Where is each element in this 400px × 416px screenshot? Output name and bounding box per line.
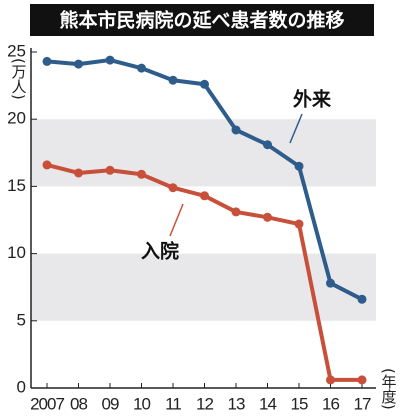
data-point — [42, 56, 52, 66]
y-tick-label: 10 — [7, 243, 26, 262]
data-point — [294, 219, 304, 229]
data-point — [200, 191, 209, 201]
data-point — [74, 168, 83, 178]
data-point — [137, 169, 146, 179]
data-point — [263, 212, 272, 222]
data-point — [357, 375, 367, 385]
data-point — [231, 207, 241, 217]
label-leader — [169, 203, 184, 237]
data-point — [105, 165, 115, 175]
x-tick-label: 2007 — [30, 394, 64, 413]
data-point — [357, 294, 367, 304]
y-tick-label: 0 — [17, 377, 26, 396]
x-tick-label: 11 — [165, 394, 181, 413]
data-point — [326, 278, 335, 288]
x-tick-label: 08 — [70, 394, 87, 413]
y-unit-label: (万人) — [10, 58, 28, 100]
y-tick-label: 5 — [17, 310, 26, 329]
shaded-band — [31, 253, 376, 321]
label-leader — [289, 113, 303, 144]
series-label: 入院 — [141, 240, 179, 263]
data-point — [200, 79, 209, 89]
data-point — [42, 160, 52, 170]
x-tick-label: 09 — [102, 394, 119, 413]
x-tick-label: 16 — [322, 394, 339, 413]
data-point — [326, 375, 335, 385]
y-tick-label: 25 — [7, 41, 26, 60]
x-tick-label: 10 — [133, 394, 150, 413]
x-tick-label: 13 — [228, 394, 245, 413]
data-point — [74, 59, 83, 69]
x-tick-label: 15 — [291, 394, 308, 413]
x-tick-label: 12 — [196, 394, 213, 413]
x-tick-label: 14 — [259, 394, 276, 413]
data-point — [105, 55, 115, 65]
x-tick-label: 17 — [354, 394, 371, 413]
y-tick-label: 15 — [7, 176, 26, 195]
data-point — [168, 183, 178, 193]
x-unit-label: (年度) — [380, 368, 398, 410]
data-point — [168, 75, 178, 85]
data-point — [263, 140, 272, 150]
data-point — [137, 63, 146, 73]
data-point — [294, 161, 304, 171]
title-box — [30, 4, 374, 36]
data-point — [231, 125, 241, 135]
series-label: 外来 — [293, 88, 331, 111]
chart-title: 熊本市民病院の延べ患者数の推移 — [59, 9, 344, 32]
y-tick-label: 20 — [7, 109, 26, 128]
shaded-band — [31, 119, 376, 187]
